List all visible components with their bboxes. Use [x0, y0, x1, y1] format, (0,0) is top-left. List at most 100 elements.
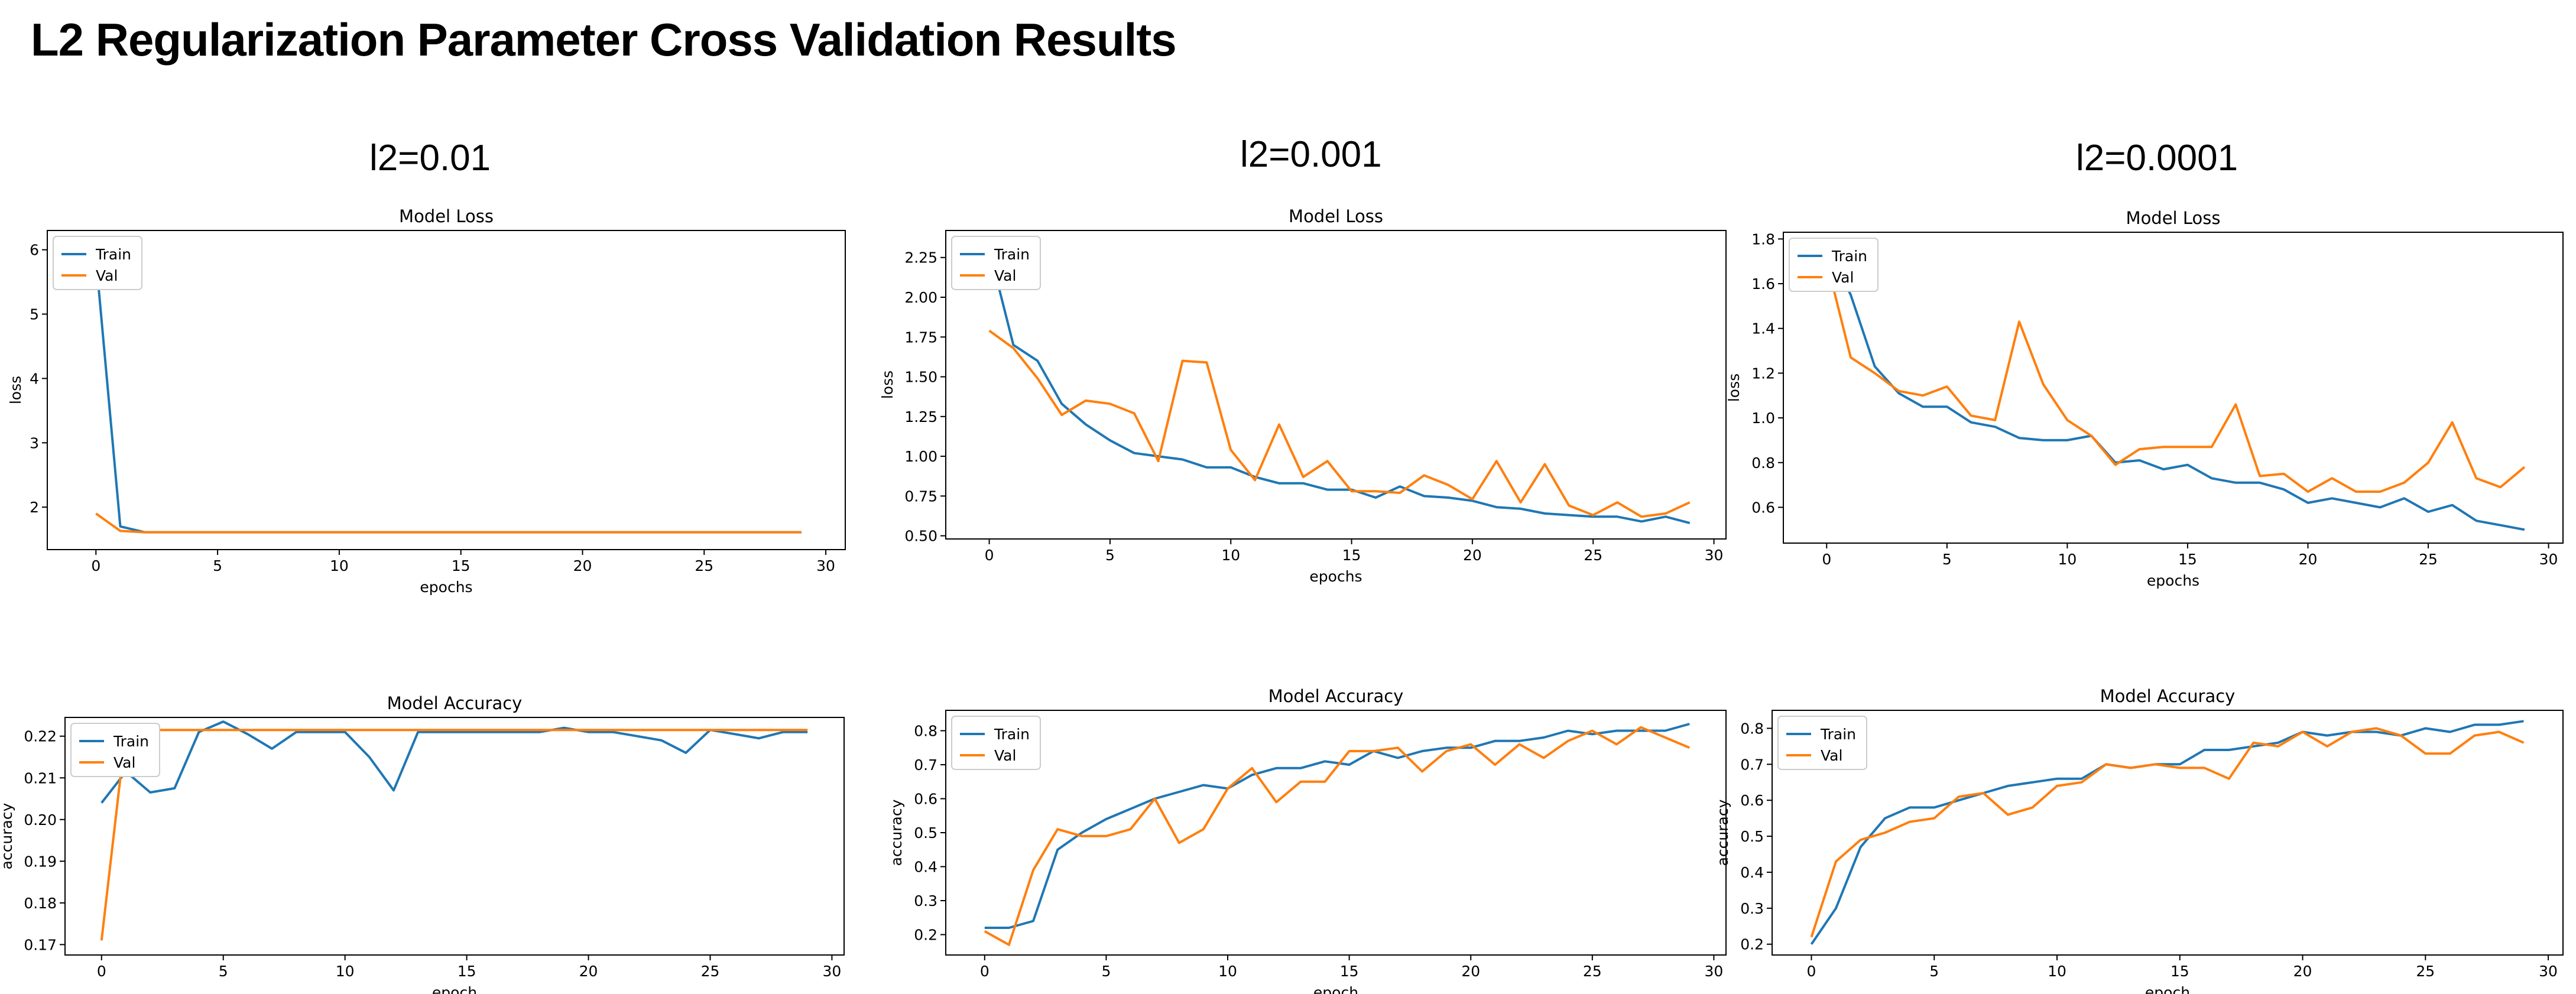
x-tick-label: 5	[1101, 963, 1111, 980]
y-tick-label: 2.25	[904, 249, 937, 267]
chart-title: Model Loss	[399, 206, 494, 226]
x-tick-label: 0	[985, 547, 994, 564]
x-tick-label: 10	[2058, 551, 2077, 568]
x-tick-label: 10	[1218, 963, 1237, 980]
y-tick-label: 2.00	[904, 289, 937, 306]
x-tick-label: 30	[1705, 547, 1724, 564]
x-tick-label: 20	[2299, 551, 2318, 568]
series-line-train	[984, 723, 1690, 929]
y-tick-label: 1.2	[1751, 365, 1775, 382]
y-tick-label: 0.3	[1740, 900, 1764, 917]
y-tick-label: 0.3	[914, 892, 937, 909]
legend-label-val: Val	[1832, 269, 1854, 286]
y-tick-label: 1.00	[904, 448, 937, 465]
y-tick-label: 1.4	[1751, 320, 1775, 337]
y-tick-label: 0.2	[1740, 936, 1764, 953]
x-tick-label: 15	[2171, 963, 2189, 980]
page-title: L2 Regularization Parameter Cross Valida…	[31, 14, 1177, 66]
x-tick-label: 0	[91, 557, 100, 574]
y-tick-label: 0.5	[1740, 828, 1764, 845]
x-tick-label: 25	[1584, 547, 1602, 564]
x-tick-label: 5	[1942, 551, 1952, 568]
legend: Train Val	[70, 723, 160, 777]
plot-frame	[47, 230, 846, 550]
y-tick-label: 0.50	[904, 528, 937, 545]
x-tick-label: 10	[2048, 963, 2066, 980]
loss-chart-l2-0.01: Model Loss 0 5 10 15 20 25 30 2 3 4 5 6 epochs loss Tra…	[7, 206, 846, 596]
legend: Train Val	[53, 236, 142, 290]
series-line-val	[1825, 261, 2526, 493]
x-tick-label: 0	[980, 963, 989, 980]
accuracy-chart-l2-0.0001: Model Accuracy 0 5 10 15 20 25 30 0.2 0.3 0.4 0.5 0.…	[1714, 686, 2564, 994]
column-label-l2-0.0001: l2=0.0001	[2076, 138, 2238, 178]
legend-label-train: Train	[994, 246, 1030, 263]
x-tick-label: 20	[579, 963, 598, 980]
y-tick-label: 0.6	[1751, 499, 1775, 516]
x-tick-label: 25	[701, 963, 720, 980]
y-axis-label: accuracy	[888, 799, 905, 866]
y-tick-label: 1.25	[904, 408, 937, 425]
x-tick-label: 30	[2539, 963, 2558, 980]
chart-title: Model Loss	[2126, 208, 2221, 228]
y-tick-label: 3	[30, 434, 39, 451]
legend: Train Val	[951, 236, 1041, 290]
series-line-train	[1810, 720, 2524, 945]
plot-frame	[64, 717, 845, 956]
x-tick-label: 25	[1583, 963, 1602, 980]
series-line-val	[95, 512, 802, 534]
y-tick-label: 0.4	[914, 859, 937, 876]
x-tick-label: 15	[2178, 551, 2197, 568]
y-axis-label: accuracy	[0, 803, 15, 869]
x-tick-label: 30	[1705, 963, 1724, 980]
x-tick-label: 5	[1929, 963, 1939, 980]
x-tick-label: 5	[219, 963, 228, 980]
legend-label-train: Train	[113, 733, 149, 750]
x-tick-label: 30	[816, 557, 835, 574]
x-tick-label: 15	[458, 963, 476, 980]
y-tick-label: 5	[30, 306, 39, 323]
x-tick-label: 10	[1221, 547, 1240, 564]
y-tick-label: 1.6	[1751, 275, 1775, 293]
y-tick-label: 0.6	[1740, 792, 1764, 809]
series-line-val	[988, 329, 1691, 518]
x-tick-label: 0	[1822, 551, 1831, 568]
x-tick-label: 25	[695, 557, 713, 574]
chart-title: Model Loss	[1289, 206, 1383, 226]
legend-label-val: Val	[113, 754, 135, 771]
series-line-val	[100, 729, 808, 941]
x-tick-label: 30	[2539, 551, 2558, 568]
y-tick-label: 0.20	[24, 811, 57, 829]
chart-title: Model Accuracy	[387, 693, 523, 713]
x-axis-label: epoch	[2145, 984, 2190, 994]
y-tick-label: 0.17	[24, 936, 57, 953]
plot-frame	[945, 710, 1727, 956]
x-tick-label: 20	[573, 557, 592, 574]
y-tick-label: 4	[30, 370, 39, 387]
y-axis-label: accuracy	[1714, 799, 1731, 866]
x-tick-label: 20	[2293, 963, 2312, 980]
y-axis-label: loss	[1725, 373, 1743, 402]
y-tick-label: 0.7	[914, 756, 937, 774]
legend: Train Val	[951, 716, 1041, 770]
chart-title: Model Accuracy	[2100, 686, 2236, 706]
y-tick-label: 0.6	[914, 791, 937, 808]
series-line-train	[1825, 245, 2525, 531]
y-tick-label: 0.21	[24, 769, 57, 787]
legend-label-val: Val	[1821, 747, 1842, 764]
x-tick-label: 15	[1342, 547, 1361, 564]
x-tick-label: 25	[2416, 963, 2435, 980]
x-tick-label: 10	[336, 963, 355, 980]
x-tick-label: 5	[1105, 547, 1115, 564]
y-tick-label: 0.4	[1740, 864, 1764, 881]
legend-label-val: Val	[994, 747, 1016, 764]
x-axis-label: epochs	[2147, 572, 2199, 589]
y-tick-label: 0.19	[24, 853, 57, 870]
accuracy-chart-l2-0.01: Model Accuracy 0 5 10 15 20 25 30 0.17 0.18 0.19 0.…	[0, 693, 845, 994]
y-tick-label: 0.7	[1740, 756, 1764, 773]
y-tick-label: 0.8	[914, 723, 937, 740]
x-axis-label: epoch	[1313, 984, 1358, 994]
y-tick-label: 1.50	[904, 369, 937, 386]
series-line-train	[95, 258, 802, 534]
y-tick-label: 0.75	[904, 488, 937, 505]
y-tick-label: 0.8	[1751, 454, 1775, 472]
